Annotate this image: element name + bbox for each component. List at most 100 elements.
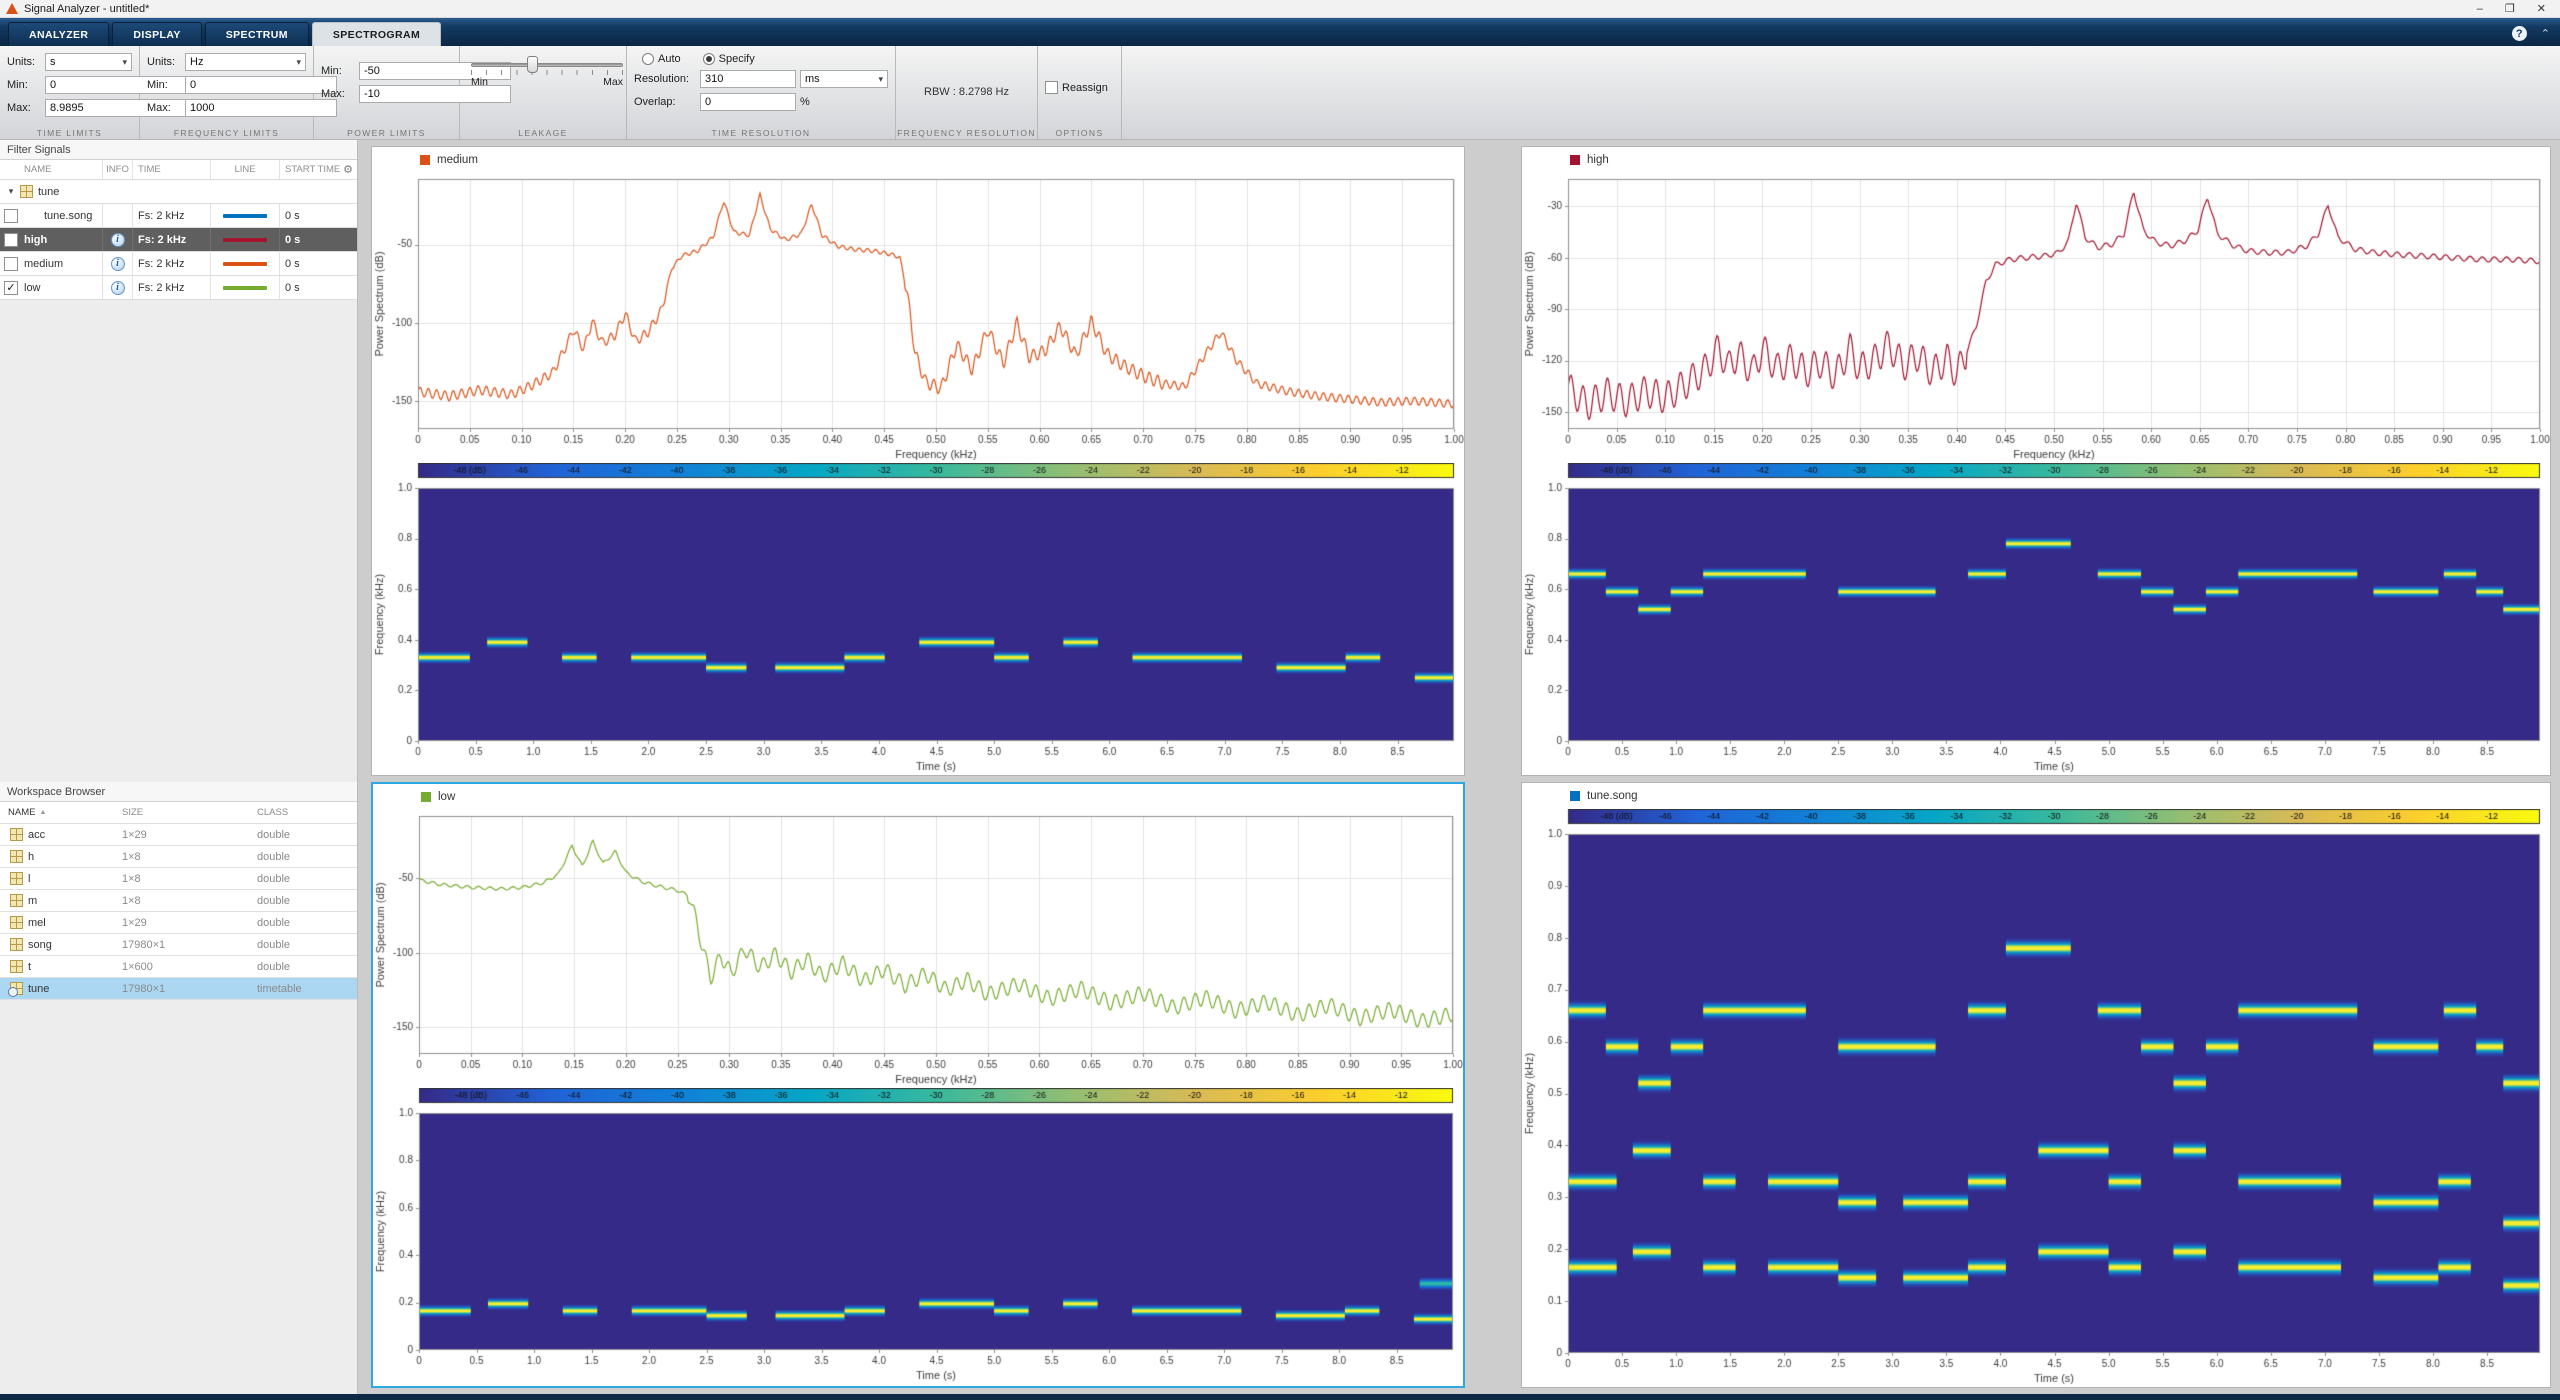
workspace-row[interactable]: t1×600double xyxy=(0,956,357,978)
reassign-checkbox[interactable] xyxy=(1045,81,1058,94)
spectrogram-plot[interactable] xyxy=(372,463,1464,775)
tab-display[interactable]: DISPLAY xyxy=(112,22,201,46)
workspace-browser-title: Workspace Browser xyxy=(0,782,357,802)
signal-table-header: NAME INFO TIME LINE START TIME⚙ xyxy=(0,160,357,180)
overlap-label: Overlap: xyxy=(634,96,696,108)
matlab-logo-icon xyxy=(6,3,18,14)
timetable-icon xyxy=(10,982,23,995)
spectrogram-plot[interactable] xyxy=(1522,809,2550,1387)
spectrogram-plot[interactable] xyxy=(373,1088,1463,1384)
legend-swatch xyxy=(421,792,431,802)
signal-table: NAME INFO TIME LINE START TIME⚙ ▾ tune t… xyxy=(0,160,357,300)
leakage-min-label: Min xyxy=(471,76,488,88)
workspace-row[interactable]: acc1×29double xyxy=(0,824,357,846)
time-max-label: Max: xyxy=(7,102,41,114)
workspace-row-tune[interactable]: tune17980×1timetable xyxy=(0,978,357,1000)
variable-icon xyxy=(10,828,23,841)
specify-radio[interactable] xyxy=(703,53,715,65)
signal-analyzer-window: Signal Analyzer - untitled* – ❐ ✕ ANALYZ… xyxy=(0,0,2560,1400)
legend: medium xyxy=(372,147,1464,173)
display-grid: medium high low tune.song xyxy=(365,140,2560,1394)
overlap-units-label: % xyxy=(800,96,810,108)
sort-asc-icon[interactable]: ▲ xyxy=(39,809,46,816)
legend-swatch xyxy=(1570,155,1580,165)
tab-spectrogram[interactable]: SPECTROGRAM xyxy=(312,22,441,46)
ribbon-tab-bar: ANALYZER DISPLAY SPECTRUM SPECTROGRAM ? … xyxy=(0,18,2560,46)
info-icon[interactable]: i xyxy=(111,281,125,295)
chevron-down-icon[interactable]: ▾ xyxy=(4,186,18,197)
chevron-down-icon: ▾ xyxy=(122,57,127,68)
signal-row-tune-song[interactable]: tune.song Fs: 2 kHz 0 s xyxy=(0,204,357,228)
workspace-row[interactable]: song17980×1double xyxy=(0,934,357,956)
workspace-row[interactable]: m1×8double xyxy=(0,890,357,912)
spectrum-plot[interactable] xyxy=(373,810,1463,1088)
signal-checkbox[interactable]: ✓ xyxy=(4,281,18,295)
signal-checkbox[interactable] xyxy=(4,257,18,271)
restore-button[interactable]: ❐ xyxy=(2505,2,2515,16)
workspace-row[interactable]: mel1×29double xyxy=(0,912,357,934)
spectrum-plot[interactable] xyxy=(372,173,1464,463)
section-frequency-resolution: RBW : 8.2798 Hz FREQUENCY RESOLUTION xyxy=(896,46,1038,139)
chevron-down-icon: ▾ xyxy=(878,74,883,85)
title-bar: Signal Analyzer - untitled* – ❐ ✕ xyxy=(0,0,2560,18)
window-title: Signal Analyzer - untitled* xyxy=(24,3,149,15)
variable-icon xyxy=(10,872,23,885)
signal-row-low[interactable]: ✓ low i Fs: 2 kHz 0 s xyxy=(0,276,357,300)
spectrum-plot[interactable] xyxy=(1522,173,2550,463)
close-button[interactable]: ✕ xyxy=(2537,2,2546,16)
time-min-label: Min: xyxy=(7,79,41,91)
signal-group-tune[interactable]: ▾ tune xyxy=(0,180,357,204)
legend-swatch xyxy=(420,155,430,165)
workspace-row[interactable]: h1×8double xyxy=(0,846,357,868)
display-panel-high[interactable]: high xyxy=(1521,146,2551,776)
leakage-slider-thumb[interactable] xyxy=(527,56,538,73)
info-icon[interactable]: i xyxy=(111,233,125,247)
minimize-button[interactable]: – xyxy=(2477,2,2483,16)
time-limits-section-label: TIME LIMITS xyxy=(0,128,139,138)
group-name: tune xyxy=(38,186,59,198)
section-time-resolution: Auto Specify Resolution: ms▾ Overlap: % … xyxy=(627,46,896,139)
panel-splitter[interactable] xyxy=(358,140,365,1394)
frequency-limits-section-label: FREQUENCY LIMITS xyxy=(140,128,313,138)
time-resolution-section-label: TIME RESOLUTION xyxy=(627,128,895,138)
legend-swatch xyxy=(1570,791,1580,801)
leakage-slider-track xyxy=(471,63,623,67)
power-max-label: Max: xyxy=(321,88,355,100)
display-panel-medium[interactable]: medium xyxy=(371,146,1465,776)
resolution-input[interactable] xyxy=(700,70,796,88)
signal-row-medium[interactable]: medium i Fs: 2 kHz 0 s xyxy=(0,252,357,276)
signal-checkbox[interactable] xyxy=(4,209,18,223)
signal-checkbox[interactable] xyxy=(4,233,18,247)
window-bottom-border xyxy=(0,1394,2560,1400)
section-power-limits: Min: Max: POWER LIMITS xyxy=(314,46,460,139)
timetable-grid-icon xyxy=(20,185,33,198)
variable-icon xyxy=(10,850,23,863)
auto-radio[interactable] xyxy=(642,53,654,65)
leakage-slider[interactable]: Min Max xyxy=(471,63,623,88)
help-icon[interactable]: ? xyxy=(2512,26,2527,41)
leakage-section-label: LEAKAGE xyxy=(460,128,626,138)
auto-radio-label: Auto xyxy=(658,53,681,65)
collapse-ribbon-icon[interactable]: ⌃ xyxy=(2541,27,2550,40)
spectrogram-plot[interactable] xyxy=(1522,463,2550,775)
tab-spectrum[interactable]: SPECTRUM xyxy=(205,22,309,46)
info-icon[interactable]: i xyxy=(111,257,125,271)
power-min-label: Min: xyxy=(321,65,355,77)
freq-min-label: Min: xyxy=(147,79,181,91)
section-leakage: Min Max LEAKAGE xyxy=(460,46,627,139)
reassign-label: Reassign xyxy=(1062,82,1108,94)
freq-units-select[interactable]: Hz▾ xyxy=(185,53,306,71)
gear-icon[interactable]: ⚙ xyxy=(343,163,353,176)
leakage-max-label: Max xyxy=(603,76,623,88)
overlap-input[interactable] xyxy=(700,93,796,111)
resolution-units-select[interactable]: ms▾ xyxy=(800,70,888,88)
signal-row-high[interactable]: high i Fs: 2 kHz 0 s xyxy=(0,228,357,252)
legend: low xyxy=(373,784,1463,810)
display-panel-tune-song[interactable]: tune.song xyxy=(1521,782,2551,1388)
tab-analyzer[interactable]: ANALYZER xyxy=(8,22,109,46)
display-panel-low[interactable]: low xyxy=(371,782,1465,1388)
legend: tune.song xyxy=(1522,783,2550,809)
workspace-row[interactable]: l1×8double xyxy=(0,868,357,890)
time-units-select[interactable]: s▾ xyxy=(45,53,132,71)
line-color-swatch xyxy=(223,286,267,290)
